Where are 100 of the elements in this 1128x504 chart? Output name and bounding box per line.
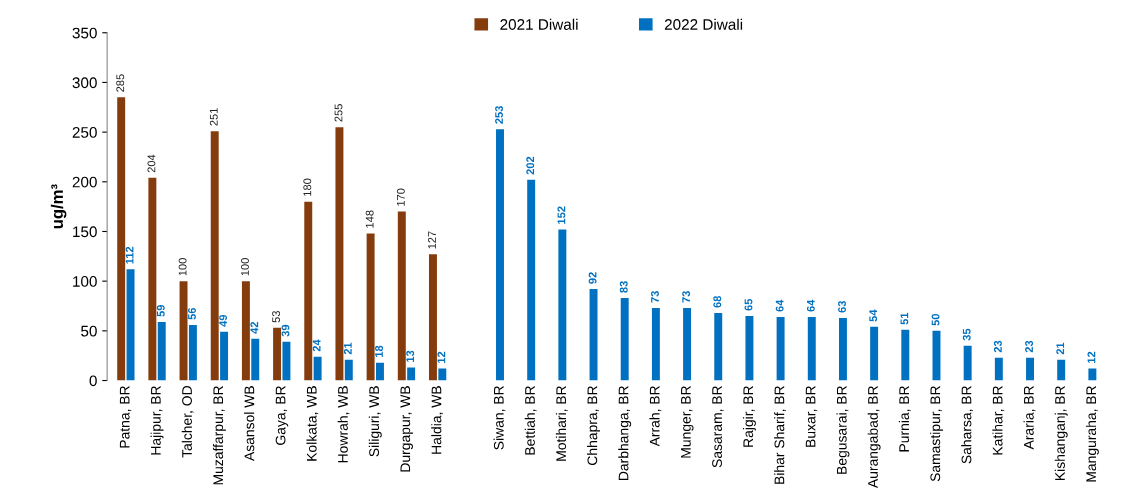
bar xyxy=(157,321,166,381)
data-label: 65 xyxy=(744,298,753,311)
x-tick-label: Sasaram, BR xyxy=(712,386,724,468)
x-tick-label: Motihari, BR xyxy=(555,386,568,461)
data-label: 253 xyxy=(495,106,503,124)
y-tick-label: 300 xyxy=(72,77,97,89)
x-tick-label: Durgapur, WB xyxy=(400,386,413,472)
bar xyxy=(963,345,972,381)
bar xyxy=(344,359,353,381)
bar xyxy=(1026,357,1034,381)
bar xyxy=(558,229,567,381)
data-label: 68 xyxy=(713,295,722,308)
data-label: 73 xyxy=(682,291,691,303)
x-tick-label: Purnia, BR xyxy=(898,386,911,452)
data-label: 13 xyxy=(406,350,415,362)
bar xyxy=(870,326,879,381)
x-tick-label: Munger, BR xyxy=(681,386,694,458)
x-tick-label: Haldia, WB xyxy=(431,386,444,454)
data-label: 21 xyxy=(1056,342,1065,355)
data-label: 63 xyxy=(838,301,846,313)
x-tick-label: Manguraha, BR xyxy=(1085,386,1099,482)
bar xyxy=(1057,359,1066,381)
data-label: 53 xyxy=(272,311,281,323)
data-label: 35 xyxy=(962,328,971,341)
data-label: 24 xyxy=(312,339,321,352)
data-label: 83 xyxy=(619,281,628,293)
bar xyxy=(714,312,723,381)
bar xyxy=(179,281,188,381)
bar xyxy=(282,341,291,381)
bar xyxy=(1088,368,1097,381)
bar xyxy=(210,131,219,381)
x-tick-label: Kolkata, WB xyxy=(306,386,319,461)
data-label: 204 xyxy=(147,154,156,173)
bar xyxy=(148,177,157,381)
x-tick-label: Araria, BR xyxy=(1023,386,1036,450)
x-tick-label: Darbhanga, BR xyxy=(618,386,632,480)
bar xyxy=(838,317,847,381)
bar xyxy=(313,356,322,381)
bar xyxy=(366,233,375,381)
x-tick-label: Muzaffarpur, BR xyxy=(212,386,226,485)
data-label: 180 xyxy=(303,178,312,196)
bar xyxy=(126,269,135,381)
data-label: 59 xyxy=(156,304,165,317)
bar xyxy=(527,179,536,381)
data-label: 285 xyxy=(116,74,125,92)
data-label: 100 xyxy=(178,258,187,276)
bar xyxy=(220,331,229,381)
data-label: 49 xyxy=(219,314,228,327)
data-label: 255 xyxy=(334,104,343,122)
bar xyxy=(251,338,260,381)
bar xyxy=(651,307,660,381)
bar xyxy=(776,316,785,381)
y-tick-label: 150 xyxy=(73,226,97,238)
bar xyxy=(620,298,629,381)
bar xyxy=(241,281,250,381)
bar xyxy=(807,316,816,381)
data-label: 112 xyxy=(125,246,134,264)
bar xyxy=(273,327,282,381)
data-label: 127 xyxy=(428,231,436,249)
x-tick-label: Saharsa, BR xyxy=(961,386,974,464)
bar xyxy=(304,201,313,381)
x-tick-label: Gaya, BR xyxy=(275,386,289,445)
x-tick-label: Siliguri, WB xyxy=(368,386,382,457)
data-label: 73 xyxy=(651,291,659,303)
data-label: 23 xyxy=(993,340,1002,353)
data-label: 51 xyxy=(900,312,909,325)
bar xyxy=(428,254,437,381)
x-tick-label: Bettiah, BR xyxy=(524,386,537,455)
data-label: 64 xyxy=(806,299,815,312)
data-label: 23 xyxy=(1025,340,1034,353)
data-label: 202 xyxy=(526,156,535,175)
x-tick-label: Buxar, BR xyxy=(805,386,818,447)
bar xyxy=(188,324,197,381)
data-label: 64 xyxy=(775,299,784,312)
bar xyxy=(683,307,692,381)
legend-label: 2022 Diwali xyxy=(664,18,743,30)
data-label: 170 xyxy=(396,188,405,206)
bar xyxy=(375,362,384,381)
bar xyxy=(745,315,754,381)
x-tick-label: Bihar Sharif, BR xyxy=(774,386,786,484)
y-tick-label: 50 xyxy=(81,325,97,337)
data-label: 42 xyxy=(250,321,259,334)
x-tick-label: Samastipur, BR xyxy=(930,386,943,482)
x-tick-label: Patna, BR xyxy=(119,386,132,448)
x-tick-label: Begusarai, BR xyxy=(836,386,850,474)
data-label: 50 xyxy=(931,313,940,326)
x-tick-label: Siwan, BR xyxy=(493,386,506,450)
data-label: 54 xyxy=(869,309,878,322)
data-label: 12 xyxy=(437,351,446,363)
legend-label: 2021 Diwali xyxy=(500,18,578,30)
data-label: 152 xyxy=(557,206,566,224)
x-tick-label: Rajgir, BR xyxy=(742,386,756,447)
bar xyxy=(117,97,126,381)
bar xyxy=(397,211,406,381)
x-tick-label: Asansol WB xyxy=(244,386,255,461)
y-tick-label: 350 xyxy=(72,27,97,39)
bar xyxy=(994,357,1003,381)
bar xyxy=(589,289,598,381)
y-axis-title: ug/m³ xyxy=(50,184,67,229)
y-tick-label: 100 xyxy=(73,276,97,287)
